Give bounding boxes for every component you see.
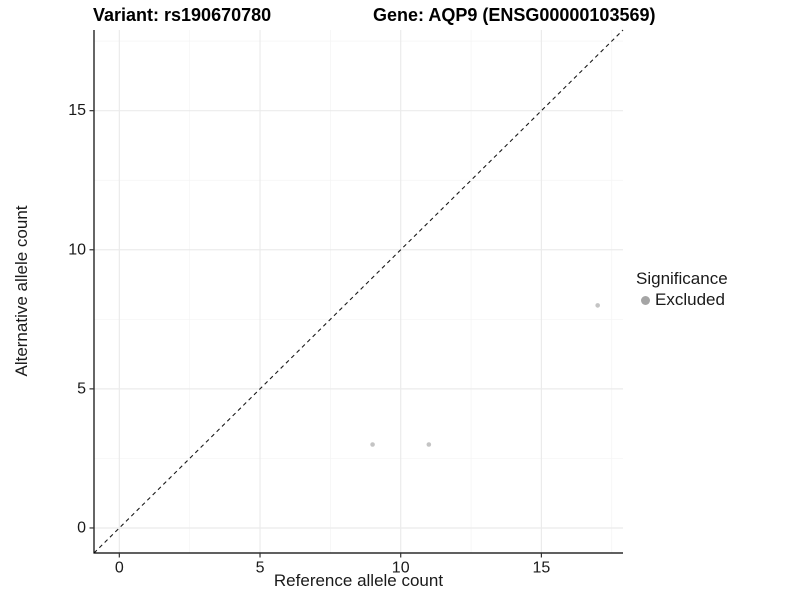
- data-point: [426, 442, 432, 447]
- data-point: [595, 303, 600, 308]
- x-tick-label: 5: [256, 559, 265, 576]
- x-tick-label: 15: [533, 559, 551, 576]
- x-tick-label: 0: [115, 559, 124, 576]
- legend-point-icon: [641, 295, 650, 305]
- plot-title-variant: Variant: rs190670780: [93, 5, 272, 25]
- y-axis-title: Alternative allele count: [12, 205, 31, 377]
- y-tick-label: 5: [77, 380, 86, 397]
- legend: Significance Excluded: [636, 269, 728, 310]
- y-tick-label: 10: [68, 241, 86, 258]
- y-tick-label: 15: [68, 102, 86, 119]
- legend-title: Significance: [636, 269, 728, 288]
- y-tick-label: 0: [77, 519, 86, 536]
- x-axis-title: Reference allele count: [273, 571, 444, 590]
- legend-entry-label: Excluded: [655, 290, 725, 309]
- identity-line: [93, 29, 624, 554]
- data-point: [370, 442, 375, 447]
- plot-title-gene: Gene: AQP9 (ENSG00000103569): [373, 5, 656, 25]
- legend-entry: Excluded: [636, 290, 728, 310]
- x-tick-label: 10: [392, 559, 410, 576]
